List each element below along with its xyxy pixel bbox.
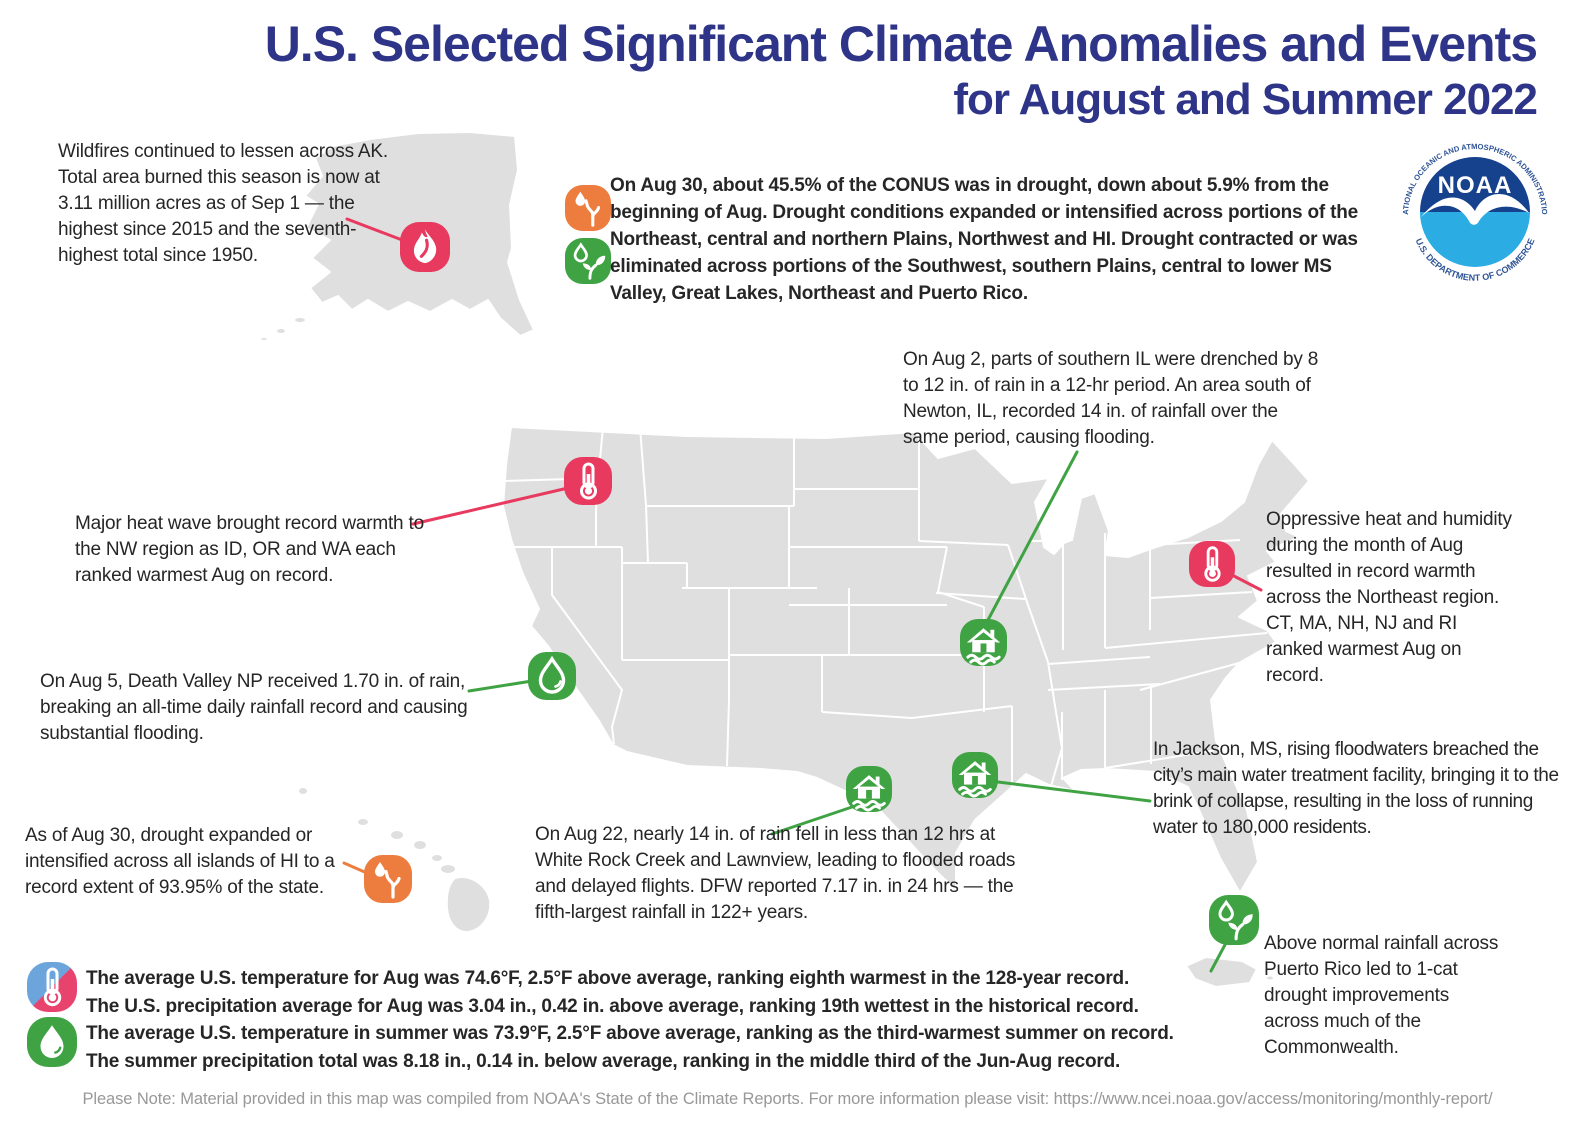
annotation-hawaii-drought: As of Aug 30, drought expanded or intens…	[25, 825, 335, 898]
drought-icon	[565, 185, 611, 231]
title-line-1: U.S. Selected Significant Climate Anomal…	[264, 16, 1538, 72]
footer-note: Please Note: Material provided in this m…	[82, 1090, 1493, 1108]
annotation-conus-drought: On Aug 30, about 45.5% of the CONUS was …	[610, 175, 1358, 304]
annotation-northwest-heat: Major heat wave brought record warmth to…	[75, 513, 424, 586]
drought-improvement-icon-puerto-rico	[1209, 895, 1259, 945]
page-title: U.S. Selected Significant Climate Anomal…	[264, 14, 1538, 126]
leader-line-ne	[1230, 573, 1263, 592]
seagull-icon	[1421, 193, 1529, 225]
summary-aug-precipitation: The U.S. precipitation average for Aug w…	[86, 995, 1139, 1017]
wildfire-icon	[400, 222, 450, 272]
puerto-rico	[1185, 956, 1258, 988]
annotation-northeast-heat: Oppressive heat and humidity during the …	[1266, 509, 1512, 686]
annotation-jackson-ms-flood: In Jackson, MS, rising floodwaters breac…	[1153, 739, 1559, 838]
aleutian-island	[275, 327, 287, 335]
leader-line-il	[986, 450, 1079, 622]
summary-summer-temperature: The average U.S. temperature in summer w…	[86, 1023, 1174, 1044]
flood-icon-illinois	[960, 619, 1007, 666]
leader-line-dv	[467, 679, 534, 693]
national-summary: The average U.S. temperature for Aug was…	[86, 965, 1216, 1075]
leader-line-nw	[411, 486, 570, 526]
puerto-rico-islet	[1265, 974, 1275, 982]
temperature-summary-icon	[27, 962, 77, 1012]
summary-aug-temperature: The average U.S. temperature for Aug was…	[86, 968, 1130, 989]
drought-improvement-icon	[565, 238, 611, 284]
rainfall-icon-death-valley	[528, 652, 576, 700]
logo-acronym: NOAA	[1438, 172, 1513, 199]
leader-line-pr	[1209, 939, 1229, 973]
annotation-ak-wildfires: Wildfires continued to lessen across AK.…	[58, 141, 388, 266]
heat-icon-northwest	[564, 457, 612, 505]
leader-line-tx	[770, 804, 857, 836]
annotation-illinois-rain: On Aug 2, parts of southern IL were dren…	[903, 349, 1319, 448]
annotation-puerto-rico-rainfall: Above normal rainfall across Puerto Rico…	[1264, 933, 1499, 1058]
state-borders	[496, 426, 1268, 791]
aleutian-island	[293, 316, 307, 324]
flood-icon-texas	[846, 766, 892, 812]
heat-icon-northeast	[1189, 541, 1235, 587]
annotation-death-valley-rain: On Aug 5, Death Valley NP received 1.70 …	[40, 671, 468, 744]
leader-line-ak	[345, 217, 412, 245]
title-line-2: for August and Summer 2022	[953, 75, 1538, 124]
conus-outline	[502, 426, 1310, 894]
noaa-logo: NOAA NATIONAL OCEANIC AND ATMOSPHERIC AD…	[1399, 136, 1549, 283]
flood-icon-mississippi	[952, 752, 998, 798]
precipitation-summary-icon	[27, 1017, 77, 1067]
annotation-white-rock-creek-rain: On Aug 22, nearly 14 in. of rain fell in…	[535, 824, 1016, 923]
leader-line-ms	[996, 780, 1152, 803]
hawaii-islands	[297, 786, 492, 934]
aleutian-island	[259, 336, 269, 342]
drought-icon-hawaii	[364, 855, 412, 903]
summary-summer-precipitation: The summer precipitation total was 8.18 …	[86, 1050, 1121, 1072]
